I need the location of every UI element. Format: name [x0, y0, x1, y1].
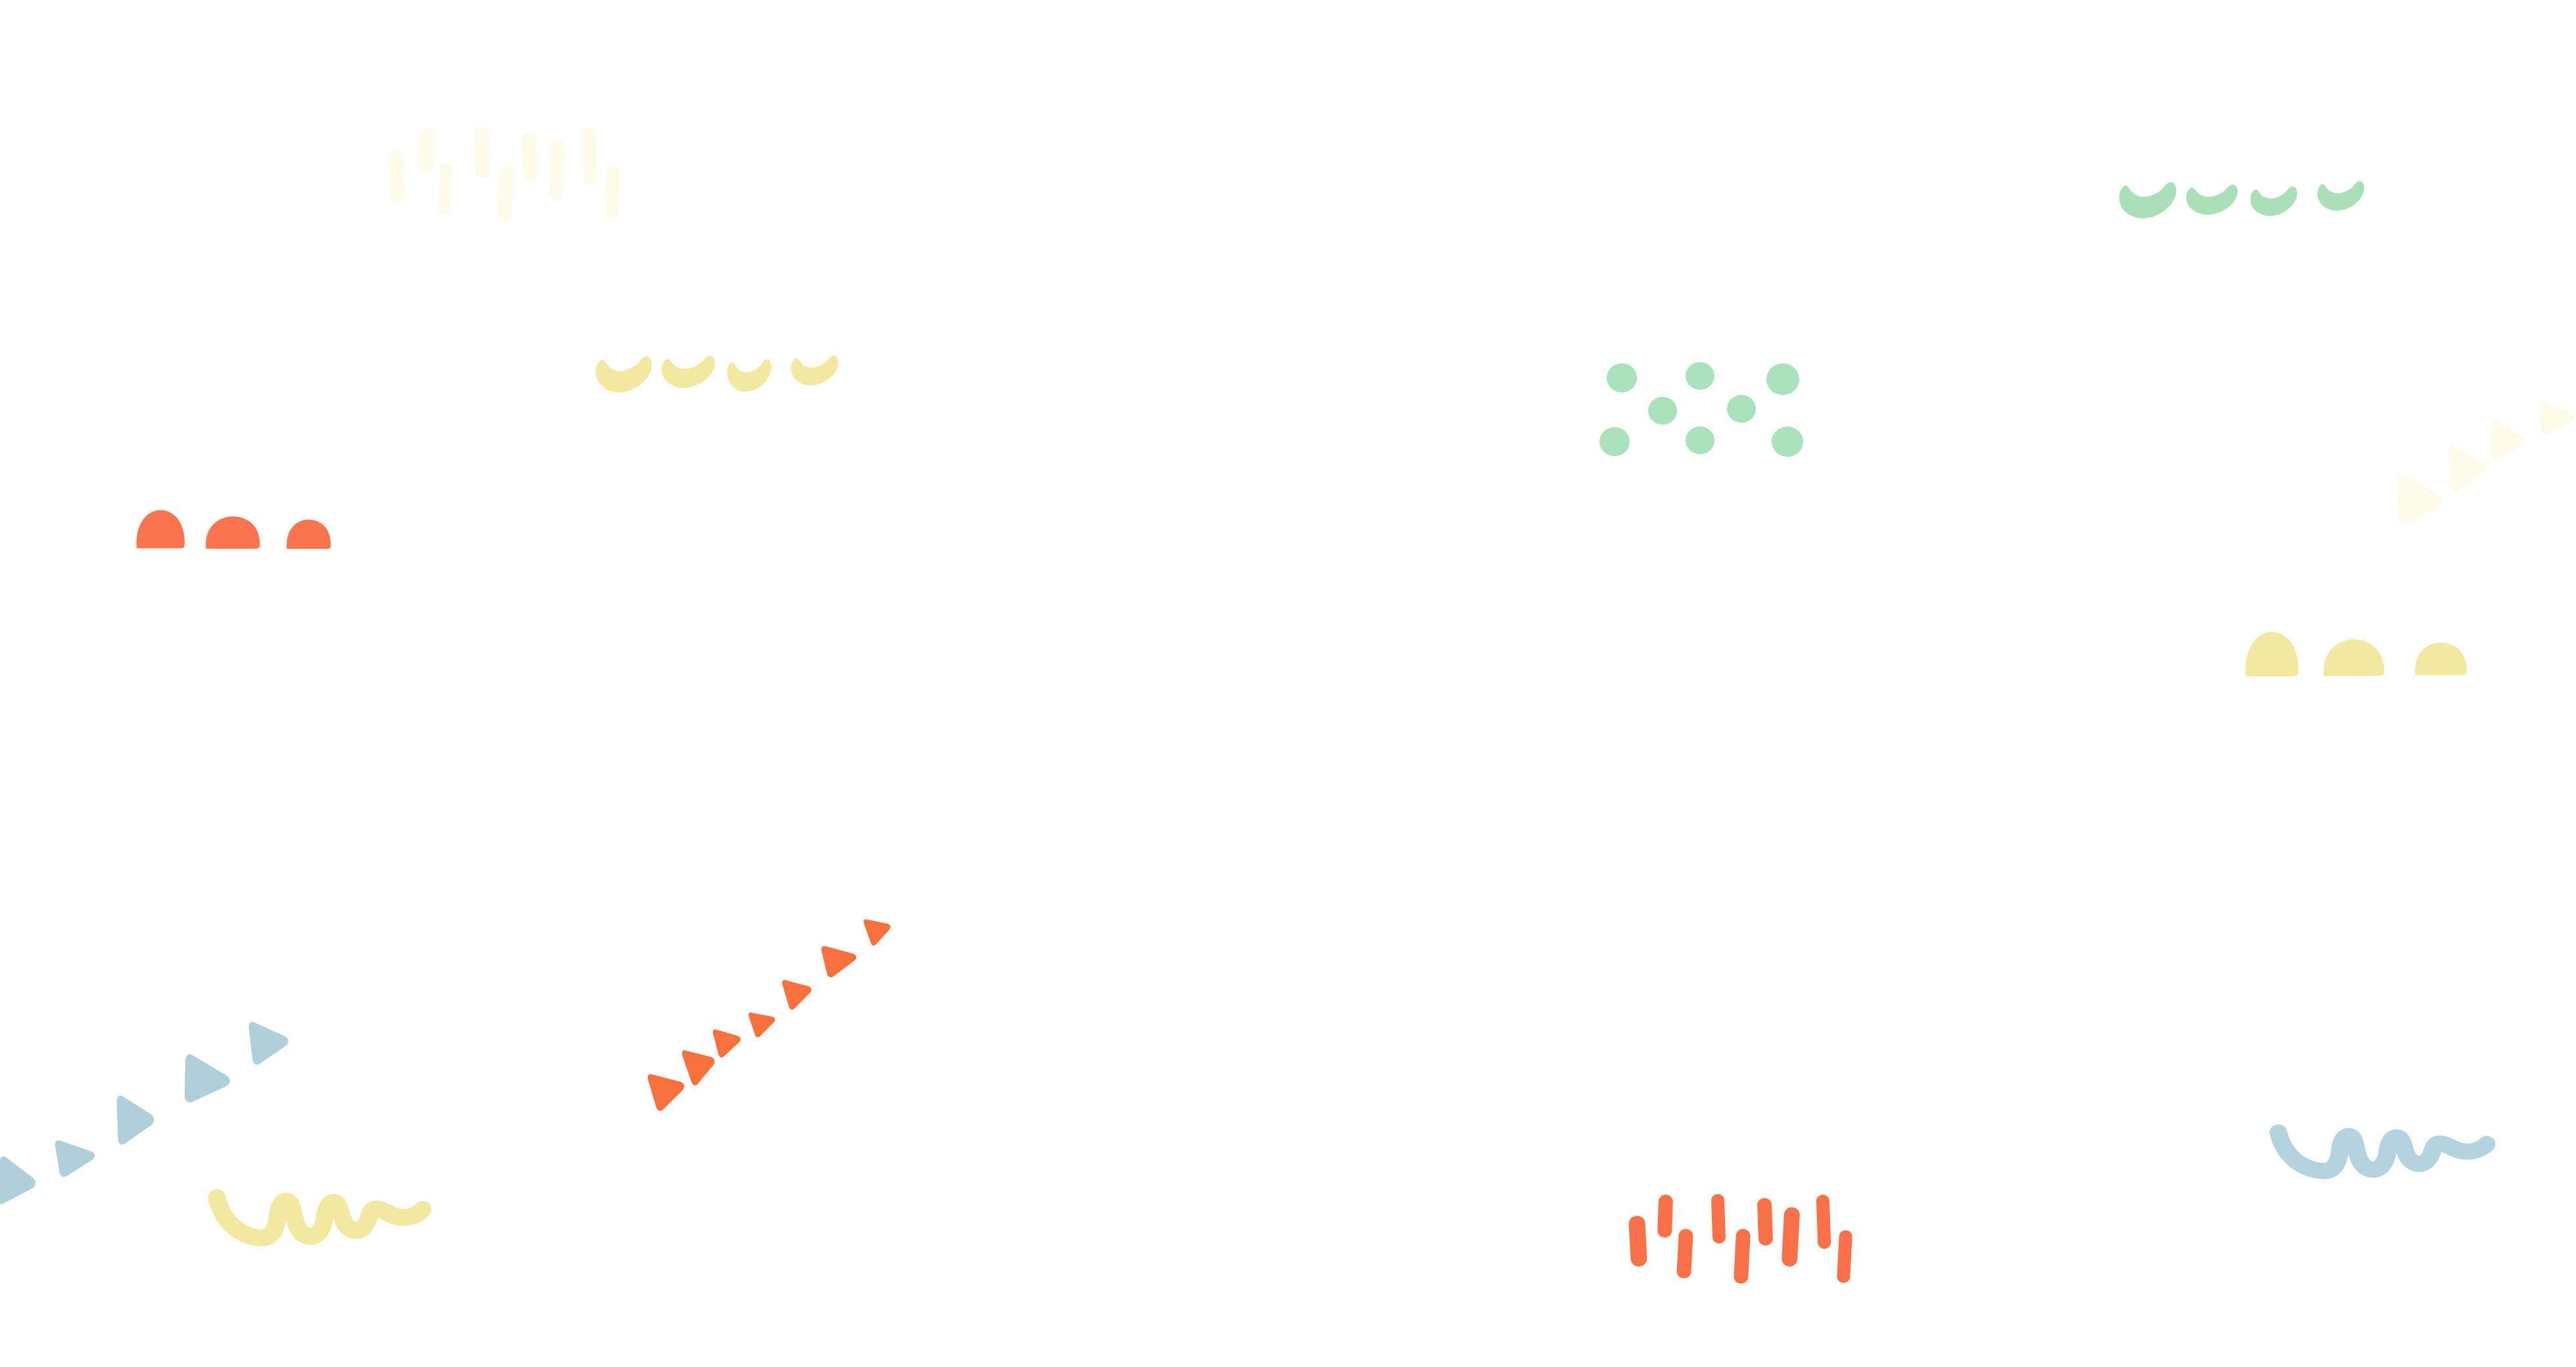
- orange-dash-row: [1628, 1194, 1852, 1284]
- dash-shape: [1676, 1229, 1693, 1278]
- cream-triangle-row: [2397, 401, 2575, 524]
- triangle-shape: [647, 1074, 685, 1111]
- yellow-dome-row: [2245, 632, 2467, 676]
- triangle-shape: [248, 1021, 288, 1065]
- dome-shape: [2323, 639, 2384, 676]
- dome-shape: [206, 516, 260, 549]
- scallop-shape: [2250, 186, 2297, 216]
- blue-squiggle: [2269, 1124, 2496, 1180]
- scallop-shape: [791, 355, 839, 386]
- triangle-shape: [184, 1054, 230, 1103]
- triangle-shape: [712, 1029, 741, 1057]
- yellow-scallop-row: [595, 355, 839, 393]
- dash-shape: [388, 151, 405, 202]
- squiggle-shape: [2269, 1124, 2496, 1180]
- dome-shape: [2414, 642, 2467, 675]
- dash-shape: [1711, 1194, 1726, 1243]
- triangle-shape: [55, 1140, 95, 1177]
- dot-shape: [1766, 363, 1799, 395]
- scallop-shape: [595, 356, 652, 393]
- dash-shape: [438, 164, 453, 214]
- dash-shape: [419, 127, 434, 174]
- dot-shape: [1607, 363, 1637, 393]
- scallop-shape: [2119, 182, 2176, 219]
- triangle-shape: [782, 980, 812, 1010]
- dome-shape: [287, 519, 331, 549]
- scallop-shape: [2186, 184, 2238, 215]
- triangle-shape: [2491, 419, 2524, 461]
- triangle-shape: [116, 1095, 154, 1145]
- dot-shape: [1648, 396, 1677, 425]
- dash-shape: [605, 166, 621, 219]
- triangle-shape: [2449, 444, 2486, 493]
- triangle-shape: [2397, 474, 2443, 524]
- dash-shape: [497, 166, 514, 220]
- orange-triangle-row: [647, 919, 891, 1111]
- dot-shape: [1772, 426, 1803, 457]
- triangle-shape: [748, 1012, 775, 1038]
- cream-dash-row: [388, 127, 621, 220]
- triangle-shape: [0, 1156, 35, 1205]
- yellow-squiggle: [208, 1189, 432, 1247]
- scallop-shape: [727, 359, 771, 392]
- dot-shape: [1727, 394, 1756, 423]
- triangle-shape: [2539, 401, 2575, 435]
- scallop-shape: [661, 356, 716, 388]
- squiggle-shape: [208, 1189, 432, 1247]
- scallop-shape: [2317, 181, 2364, 211]
- dot-shape: [1686, 426, 1714, 455]
- dash-shape: [1757, 1198, 1773, 1245]
- dash-shape: [1837, 1230, 1852, 1283]
- dash-shape: [1782, 1207, 1800, 1266]
- dash-shape: [522, 133, 538, 182]
- dash-shape: [1734, 1229, 1751, 1284]
- triangle-shape: [681, 1050, 715, 1086]
- dash-shape: [1816, 1195, 1831, 1249]
- blue-triangle-row: [0, 1021, 288, 1205]
- dash-shape: [474, 127, 490, 179]
- orange-dome-row: [136, 510, 331, 549]
- dash-shape: [582, 128, 597, 184]
- green-scallop-row: [2119, 181, 2364, 219]
- green-dot-grid: [1599, 361, 1803, 457]
- dot-shape: [1686, 361, 1714, 390]
- dot-shape: [1599, 427, 1630, 457]
- dash-shape: [1657, 1194, 1673, 1238]
- triangle-shape: [863, 919, 891, 946]
- dash-shape: [549, 139, 565, 200]
- dome-shape: [2245, 632, 2299, 676]
- dome-shape: [136, 510, 185, 549]
- triangle-shape: [821, 946, 857, 978]
- dash-shape: [1628, 1216, 1647, 1266]
